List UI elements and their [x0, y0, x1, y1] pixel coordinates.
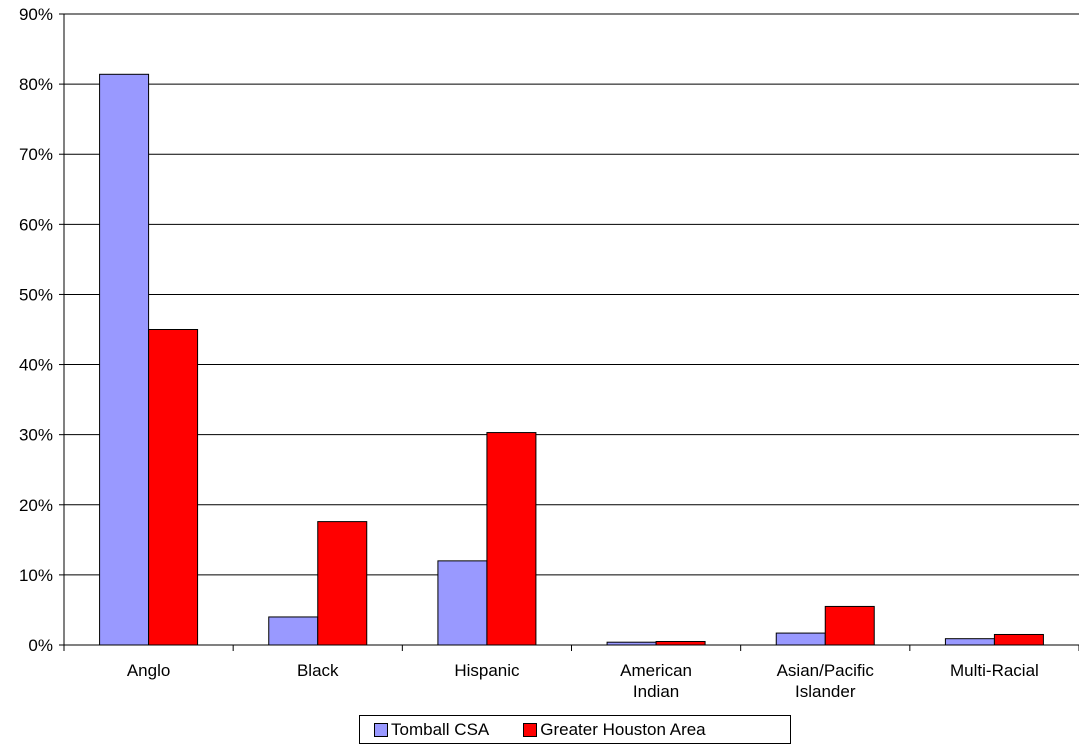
- legend-item-houston: Greater Houston Area: [523, 719, 706, 740]
- bar-houston: [824, 605, 875, 646]
- axes: [59, 13, 1079, 651]
- legend-label-houston: Greater Houston Area: [540, 719, 706, 739]
- y-tick-labels: 0% 10% 20% 30% 40% 50% 60% 70% 80% 90%: [19, 5, 53, 655]
- bar-tomball: [944, 638, 995, 646]
- y-tick-label: 40%: [19, 356, 53, 375]
- legend-swatch-tomball: [374, 722, 388, 737]
- y-tick-label: 0%: [28, 636, 53, 655]
- bars: [99, 73, 1044, 646]
- gridlines: [64, 13, 1079, 576]
- y-tick-label: 80%: [19, 75, 53, 94]
- y-tick-label: 20%: [19, 496, 53, 515]
- bar-tomball: [437, 560, 488, 646]
- bar-tomball: [268, 616, 319, 646]
- x-tick-label: Anglo: [127, 661, 170, 680]
- legend-item-tomball: Tomball CSA: [374, 720, 489, 740]
- y-tick-label: 30%: [19, 426, 53, 445]
- x-tick-label: Black: [297, 661, 339, 680]
- x-tick-label: Asian/Pacific Islander: [777, 661, 875, 701]
- x-tick-label: Multi-Racial: [950, 661, 1039, 680]
- legend: Tomball CSA Greater Houston Area: [359, 715, 791, 744]
- legend-swatch-houston: [523, 722, 538, 737]
- bar-houston: [148, 329, 199, 646]
- legend-label-tomball: Tomball CSA: [391, 719, 490, 739]
- bar-houston: [655, 640, 706, 646]
- y-tick-label: 70%: [19, 145, 53, 164]
- bar-tomball: [99, 73, 150, 646]
- x-tick-labels: Anglo Black Hispanic American Indian Asian/Pa…: [127, 661, 1039, 701]
- y-tick-label: 10%: [19, 566, 53, 585]
- y-tick-label: 50%: [19, 285, 53, 304]
- bar-houston: [317, 521, 368, 646]
- bar-chart: 0% 10% 20% 30% 40% 50% 60% 70% 80% 90% Anglo Black…: [19, 5, 1079, 701]
- bar-houston: [486, 432, 537, 646]
- y-tick-label: 60%: [19, 215, 53, 234]
- bar-houston: [993, 633, 1044, 646]
- bar-tomball: [775, 632, 826, 646]
- x-tick-label: Hispanic: [454, 661, 520, 680]
- x-tick-label: American Indian: [620, 661, 692, 701]
- y-tick-label: 90%: [19, 5, 53, 24]
